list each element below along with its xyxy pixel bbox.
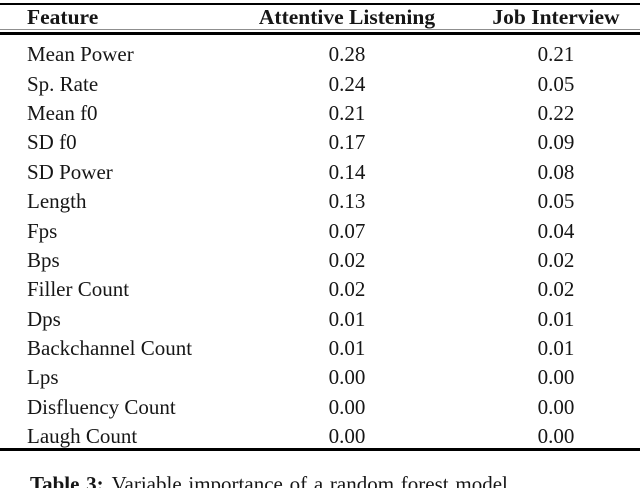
cell-job-interview: 0.08 xyxy=(537,159,575,184)
header-separator-rule-dark xyxy=(0,32,640,35)
table-row: Bps 0.02 0.02 xyxy=(0,246,640,275)
cell-feature: SD f0 xyxy=(27,130,77,155)
column-header-job-interview: Job Interview xyxy=(492,4,620,29)
cell-job-interview: 0.02 xyxy=(537,247,575,272)
table-row: Laugh Count 0.00 0.00 xyxy=(0,422,640,451)
cell-attentive-listening: 0.00 xyxy=(328,424,366,449)
table-row: Length 0.13 0.05 xyxy=(0,187,640,216)
table-body: Mean Power 0.28 0.21 Sp. Rate 0.24 0.05 Mean f… xyxy=(0,40,640,451)
cell-feature: Filler Count xyxy=(27,277,130,302)
cell-job-interview: 0.21 xyxy=(537,42,575,67)
cell-job-interview: 0.00 xyxy=(537,424,575,449)
cell-job-interview: 0.02 xyxy=(537,277,575,302)
cell-feature: Fps xyxy=(27,218,58,243)
cell-job-interview: 0.00 xyxy=(537,394,575,419)
cell-job-interview: 0.00 xyxy=(537,365,575,390)
cell-feature: Dps xyxy=(27,306,61,331)
cell-attentive-listening: 0.14 xyxy=(328,159,366,184)
cell-job-interview: 0.04 xyxy=(537,218,575,243)
cell-attentive-listening: 0.13 xyxy=(328,189,366,214)
variable-importance-table: Feature Attentive Listening Job Intervie… xyxy=(0,0,640,451)
table-row: Dps 0.01 0.01 xyxy=(0,305,640,334)
cell-job-interview: 0.01 xyxy=(537,336,575,361)
table-row: Fps 0.07 0.04 xyxy=(0,216,640,245)
cell-attentive-listening: 0.00 xyxy=(328,394,366,419)
cell-feature: Disfluency Count xyxy=(27,394,176,419)
table-top-rule xyxy=(0,2,640,6)
caption-label: Table 3: xyxy=(30,472,104,488)
caption-text: Variable importance of a random forest m… xyxy=(111,472,508,488)
table-bottom-rule xyxy=(0,448,640,451)
table-row: Disfluency Count 0.00 0.00 xyxy=(0,393,640,422)
cell-feature: Sp. Rate xyxy=(27,71,99,96)
cell-attentive-listening: 0.07 xyxy=(328,218,366,243)
cell-feature: SD Power xyxy=(27,159,113,184)
cell-attentive-listening: 0.24 xyxy=(328,71,366,96)
table-row: Filler Count 0.02 0.02 xyxy=(0,275,640,304)
cell-feature: Backchannel Count xyxy=(27,336,193,361)
table-row: SD Power 0.14 0.08 xyxy=(0,158,640,187)
column-header-feature: Feature xyxy=(27,4,99,29)
header-separator-rule-light xyxy=(0,28,640,31)
table-header-row: Feature Attentive Listening Job Intervie… xyxy=(0,0,640,40)
cell-job-interview: 0.09 xyxy=(537,130,575,155)
cell-feature: Mean f0 xyxy=(27,100,98,125)
cell-feature: Mean Power xyxy=(27,42,134,67)
cell-feature: Laugh Count xyxy=(27,424,138,449)
table-row: Sp. Rate 0.24 0.05 xyxy=(0,69,640,98)
cell-job-interview: 0.01 xyxy=(537,306,575,331)
cell-attentive-listening: 0.01 xyxy=(328,306,366,331)
table-caption: Table 3: Variable importance of a random … xyxy=(30,472,508,488)
column-header-attentive-listening: Attentive Listening xyxy=(258,4,436,29)
table-row: Mean f0 0.21 0.22 xyxy=(0,99,640,128)
table-row: SD f0 0.17 0.09 xyxy=(0,128,640,157)
cell-job-interview: 0.05 xyxy=(537,189,575,214)
cell-feature: Bps xyxy=(27,247,60,272)
cell-attentive-listening: 0.28 xyxy=(328,42,366,67)
cell-job-interview: 0.22 xyxy=(537,100,575,125)
cell-feature: Length xyxy=(27,189,87,214)
cell-attentive-listening: 0.17 xyxy=(328,130,366,155)
cell-attentive-listening: 0.00 xyxy=(328,365,366,390)
table-row: Lps 0.00 0.00 xyxy=(0,363,640,392)
cell-attentive-listening: 0.02 xyxy=(328,247,366,272)
cell-attentive-listening: 0.01 xyxy=(328,336,366,361)
cell-attentive-listening: 0.21 xyxy=(328,100,366,125)
cell-attentive-listening: 0.02 xyxy=(328,277,366,302)
cell-feature: Lps xyxy=(27,365,59,390)
table-row: Backchannel Count 0.01 0.01 xyxy=(0,334,640,363)
cell-job-interview: 0.05 xyxy=(537,71,575,96)
table-row: Mean Power 0.28 0.21 xyxy=(0,40,640,69)
